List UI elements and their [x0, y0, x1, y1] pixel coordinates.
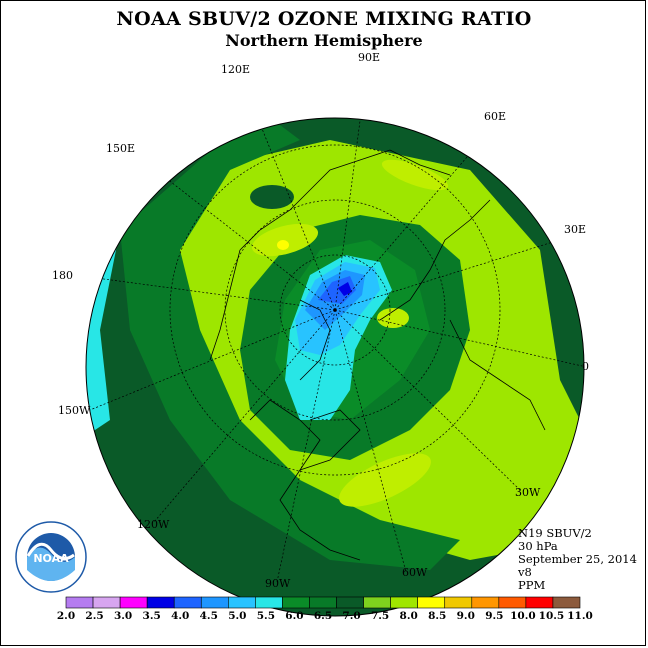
lon-label-150e: 150E	[106, 142, 135, 155]
map-boundary	[85, 117, 585, 617]
lon-label-120w: 120W	[137, 518, 170, 531]
coastlines	[209, 149, 546, 561]
lon-label-120e: 120E	[221, 63, 250, 76]
ozone-field	[86, 118, 584, 616]
map-title: NOAA SBUV/2 OZONE MIXING RATIO	[116, 8, 532, 30]
lon-label-180: 180	[52, 269, 73, 282]
lon-label-90w: 90W	[265, 577, 291, 590]
lon-label-60e: 60E	[484, 110, 506, 123]
map-subtitle: Northern Hemisphere	[225, 31, 423, 50]
lon-label-90e: 90E	[358, 51, 380, 64]
units-label: PPM	[518, 578, 546, 592]
lon-label-30w: 30W	[515, 486, 541, 499]
version-label: v8	[518, 565, 532, 579]
date-label: September 25, 2014	[518, 552, 637, 566]
lon-label-150w: 150W	[58, 404, 91, 417]
satellite-label: N19 SBUV/2	[518, 526, 592, 540]
longitude-labels: 90E 60E 30E 0 30W 60W 90W 120W 150W 180 …	[52, 51, 589, 590]
lon-label-30e: 30E	[564, 223, 586, 236]
logo-text: NOAA	[33, 552, 69, 565]
lon-label-60w: 60W	[402, 566, 428, 579]
noaa-seal-icon: NOAA	[14, 520, 88, 594]
pressure-label: 30 hPa	[518, 539, 558, 553]
product-info: N19 SBUV/2 30 hPa September 25, 2014 v8 …	[518, 527, 637, 592]
lon-label-0: 0	[582, 360, 589, 373]
